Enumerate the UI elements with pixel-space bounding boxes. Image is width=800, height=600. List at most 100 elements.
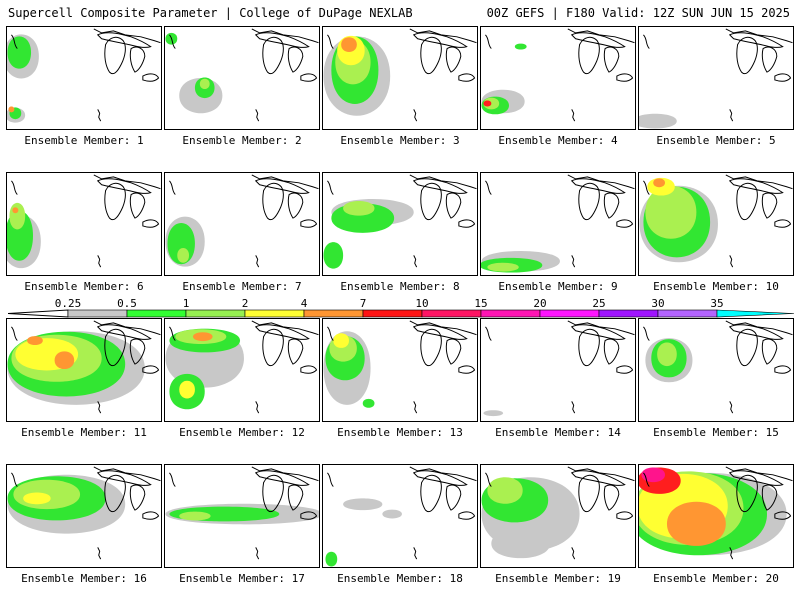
- colorbar-segment: [126, 309, 187, 318]
- ensemble-member-15-map: [638, 318, 794, 422]
- ensemble-member-label: Ensemble Member: 18: [337, 572, 463, 585]
- river-line: [729, 547, 734, 560]
- scp-field: [7, 466, 161, 560]
- ensemble-member-label: Ensemble Member: 4: [498, 134, 618, 147]
- scp-field: [481, 466, 635, 560]
- river-line: [97, 547, 102, 560]
- scp-contour: [333, 333, 349, 348]
- colorbar-segment: [244, 309, 305, 318]
- coast-line: [11, 326, 18, 341]
- colorbar-tick-label: 10: [415, 298, 428, 310]
- scp-contour: [653, 178, 665, 188]
- ensemble-member-label: Ensemble Member: 6: [24, 280, 144, 293]
- map-title: Supercell Composite Parameter | College …: [8, 6, 413, 20]
- great-lakes-outline: [728, 178, 792, 228]
- river-line: [413, 255, 418, 268]
- scp-contour: [54, 351, 75, 370]
- us-canada-border: [567, 466, 635, 482]
- scp-field: [7, 320, 161, 414]
- coast-line: [327, 34, 334, 49]
- scp-contour: [12, 207, 19, 214]
- colorbar-left-arrow: [8, 309, 69, 318]
- coast-line: [327, 180, 334, 195]
- great-lakes-outline: [254, 470, 318, 520]
- great-lakes-outline: [412, 178, 476, 228]
- colorbar-segment: [303, 309, 364, 318]
- scp-contour: [487, 477, 523, 504]
- river-line: [255, 255, 260, 268]
- ensemble-member-16-map: [6, 464, 162, 568]
- scp-contour: [8, 106, 15, 113]
- river-line: [97, 401, 102, 414]
- scp-field: [639, 28, 793, 129]
- scp-field: [481, 28, 635, 122]
- scp-contour: [179, 380, 195, 399]
- colorbar-segment: [539, 309, 600, 318]
- ensemble-member-label: Ensemble Member: 14: [495, 426, 621, 439]
- great-lakes-outline: [728, 32, 792, 82]
- scp-contour: [199, 78, 210, 90]
- river-line: [571, 401, 576, 414]
- colorbar-segment: [185, 309, 246, 318]
- great-lakes-outline: [570, 178, 634, 228]
- ensemble-member-label: Ensemble Member: 12: [179, 426, 305, 439]
- ensemble-member-5-map: [638, 26, 794, 130]
- ensemble-member-18-map: [322, 464, 478, 568]
- river-line: [729, 109, 734, 122]
- ensemble-member-10-map: [638, 172, 794, 276]
- ensemble-member-label: Ensemble Member: 16: [21, 572, 147, 585]
- scp-contour: [645, 185, 697, 239]
- ensemble-member-label: Ensemble Member: 10: [653, 280, 779, 293]
- ensemble-member-13-map: [322, 318, 478, 422]
- great-lakes-outline: [412, 324, 476, 374]
- river-line: [413, 547, 418, 560]
- us-canada-border: [725, 466, 793, 482]
- coast-line: [643, 180, 650, 195]
- scp-contour: [343, 200, 375, 216]
- scp-field: [639, 174, 793, 268]
- colorbar-segment: [362, 309, 423, 318]
- run-valid-time: 00Z GEFS | F180 Valid: 12Z SUN JUN 15 20…: [486, 6, 790, 20]
- us-canada-border: [93, 320, 161, 336]
- scp-contour: [343, 498, 383, 511]
- us-canada-border: [567, 174, 635, 190]
- great-lakes-outline: [728, 470, 792, 520]
- scp-contour: [666, 501, 726, 546]
- us-canada-border: [409, 466, 477, 482]
- scp-field: [325, 466, 477, 567]
- us-canada-border: [409, 320, 477, 336]
- scp-contour: [487, 262, 519, 272]
- great-lakes-outline: [254, 324, 318, 374]
- scp-contour: [7, 36, 32, 69]
- ensemble-member-label: Ensemble Member: 11: [21, 426, 147, 439]
- scp-field: [165, 320, 319, 414]
- scp-field: [165, 28, 319, 122]
- scp-contour: [514, 43, 527, 50]
- scp-field: [643, 320, 793, 414]
- coast-line: [485, 34, 492, 49]
- coast-line: [485, 180, 492, 195]
- coast-line: [485, 326, 492, 341]
- ensemble-member-label: Ensemble Member: 15: [653, 426, 779, 439]
- ensemble-member-label: Ensemble Member: 9: [498, 280, 618, 293]
- scp-field: [323, 174, 477, 269]
- colorbar-right-arrow: [716, 309, 794, 318]
- ensemble-member-label: Ensemble Member: 13: [337, 426, 463, 439]
- colorbar-tick-label: 30: [651, 298, 664, 310]
- coast-line: [169, 180, 176, 195]
- colorbar-tick-label: 1: [183, 298, 190, 310]
- colorbar-tick-label: 35: [710, 298, 723, 310]
- scp-field: [639, 466, 793, 560]
- river-line: [97, 109, 102, 122]
- scp-contour: [27, 336, 43, 345]
- scp-contour: [657, 342, 677, 367]
- river-line: [255, 109, 260, 122]
- us-canada-border: [725, 320, 793, 336]
- colorbar-tick-label: 15: [474, 298, 487, 310]
- great-lakes-outline: [96, 324, 160, 374]
- ensemble-member-4-map: [480, 26, 636, 130]
- ensemble-member-label: Ensemble Member: 8: [340, 280, 460, 293]
- coast-line: [169, 34, 176, 49]
- great-lakes-outline: [96, 32, 160, 82]
- colorbar-tick-label: 20: [533, 298, 546, 310]
